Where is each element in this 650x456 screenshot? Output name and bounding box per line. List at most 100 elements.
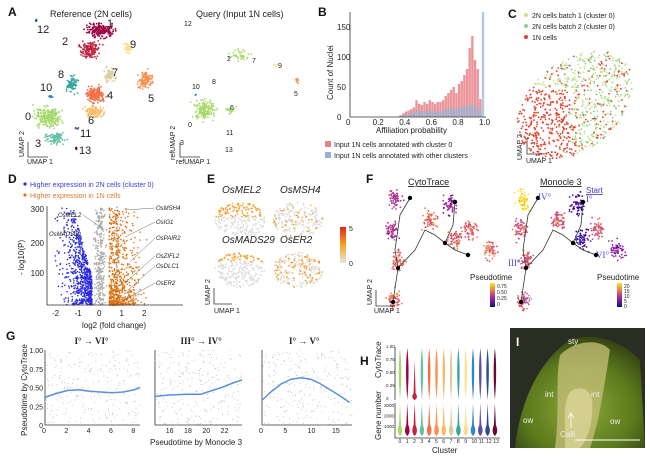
cell-point (602, 63, 604, 66)
cell-point (220, 273, 223, 276)
cell-point (87, 114, 89, 117)
volcano-point-2n (89, 275, 92, 278)
cell-point (275, 226, 278, 228)
cell-point (578, 129, 581, 132)
volcano-point-2n (80, 254, 83, 257)
volcano-point-2n (71, 244, 74, 247)
volcano-point-ns (102, 293, 104, 296)
cell-point (200, 98, 202, 101)
cell-point (95, 48, 97, 51)
cell-point (564, 97, 566, 100)
cell-point (50, 112, 53, 115)
cell-point (111, 75, 114, 77)
volcano-point-1n (109, 257, 111, 259)
volcano-point-1n (129, 249, 132, 252)
cell-point (561, 62, 564, 65)
cell-point (74, 87, 77, 90)
volcano-point-1n (118, 227, 121, 229)
cell-point (611, 73, 614, 76)
cell-point (242, 58, 245, 61)
y-tick-label: 100 (337, 53, 351, 62)
cell-point (621, 62, 623, 65)
volcano-point-1n (113, 300, 115, 302)
cell-point (581, 144, 583, 147)
volcano-point-1n (127, 293, 130, 295)
cell-point (596, 84, 599, 87)
volcano-point-1n (126, 283, 128, 286)
volcano-point-1n (143, 292, 145, 295)
bar-other (425, 111, 429, 117)
cell-point (253, 259, 255, 262)
volcano-point-2n (80, 298, 83, 300)
volcano-point-2n (85, 302, 87, 304)
y-axis-label: UMAP 2 (517, 134, 524, 160)
cell-point (579, 57, 581, 60)
cell-point (220, 263, 223, 266)
cell-point (230, 284, 233, 287)
volcano-point-1n (132, 300, 135, 302)
cell-point (57, 139, 60, 142)
cell-point (52, 110, 55, 113)
cell-point (565, 137, 568, 140)
cell-point (603, 80, 606, 83)
gene-label: OsER2 (156, 281, 176, 287)
cell-point (109, 33, 112, 36)
cell-point (521, 125, 524, 128)
volcano-point-2n (70, 293, 72, 295)
cell-point (532, 115, 535, 118)
volcano-point-1n (121, 229, 124, 232)
cell-point (238, 207, 240, 209)
cell-point (232, 280, 235, 283)
cell-point (312, 232, 315, 235)
panel-a: A Reference (2N cells) Query (Input 1N c… (8, 5, 300, 166)
cell-point (252, 269, 255, 272)
cell-point (300, 232, 303, 235)
cell-point (231, 215, 234, 218)
volcano-point-1n (137, 281, 140, 284)
volcano-point-2n (79, 241, 82, 243)
cell-point (90, 97, 93, 100)
volcano-point-2n (54, 255, 57, 257)
cell-point (614, 95, 617, 98)
cell-point (605, 104, 608, 107)
volcano-point-2n (66, 221, 68, 224)
cell-point (606, 99, 609, 102)
cell-point (570, 148, 573, 151)
volcano-point-2n (86, 291, 89, 293)
cell-point (89, 23, 92, 26)
y-tick: 200 (31, 239, 45, 248)
histogram-axes (349, 12, 486, 118)
cell-point (579, 137, 582, 140)
cell-point (223, 220, 226, 222)
cell-point (585, 110, 588, 113)
cell-point (272, 218, 275, 221)
cell-point (149, 80, 152, 83)
cell-point (95, 32, 98, 35)
volcano-point-1n (113, 212, 115, 215)
legend-dot (23, 193, 27, 197)
volcano-point-ns (98, 267, 100, 269)
volcano-point-1n (110, 291, 113, 294)
volcano-point-ns (97, 276, 100, 279)
cell-point (230, 282, 233, 285)
cell-point (195, 104, 198, 107)
volcano-point-1n (133, 298, 136, 301)
volcano-point-2n (80, 268, 82, 271)
cell-point (239, 262, 242, 265)
cell-point (288, 219, 291, 222)
volcano-point-ns (103, 287, 105, 289)
bar-other (447, 108, 450, 117)
volcano-point-2n (86, 282, 89, 285)
cell-point (276, 63, 278, 66)
cell-point (245, 222, 248, 225)
volcano-point-2n (84, 259, 86, 262)
cell-point (36, 108, 38, 111)
cell-point (222, 273, 225, 275)
cell-point (244, 272, 247, 275)
cell-point (566, 80, 569, 83)
cell-point (548, 76, 551, 79)
cell-point (197, 116, 200, 118)
cell-point (230, 55, 233, 58)
